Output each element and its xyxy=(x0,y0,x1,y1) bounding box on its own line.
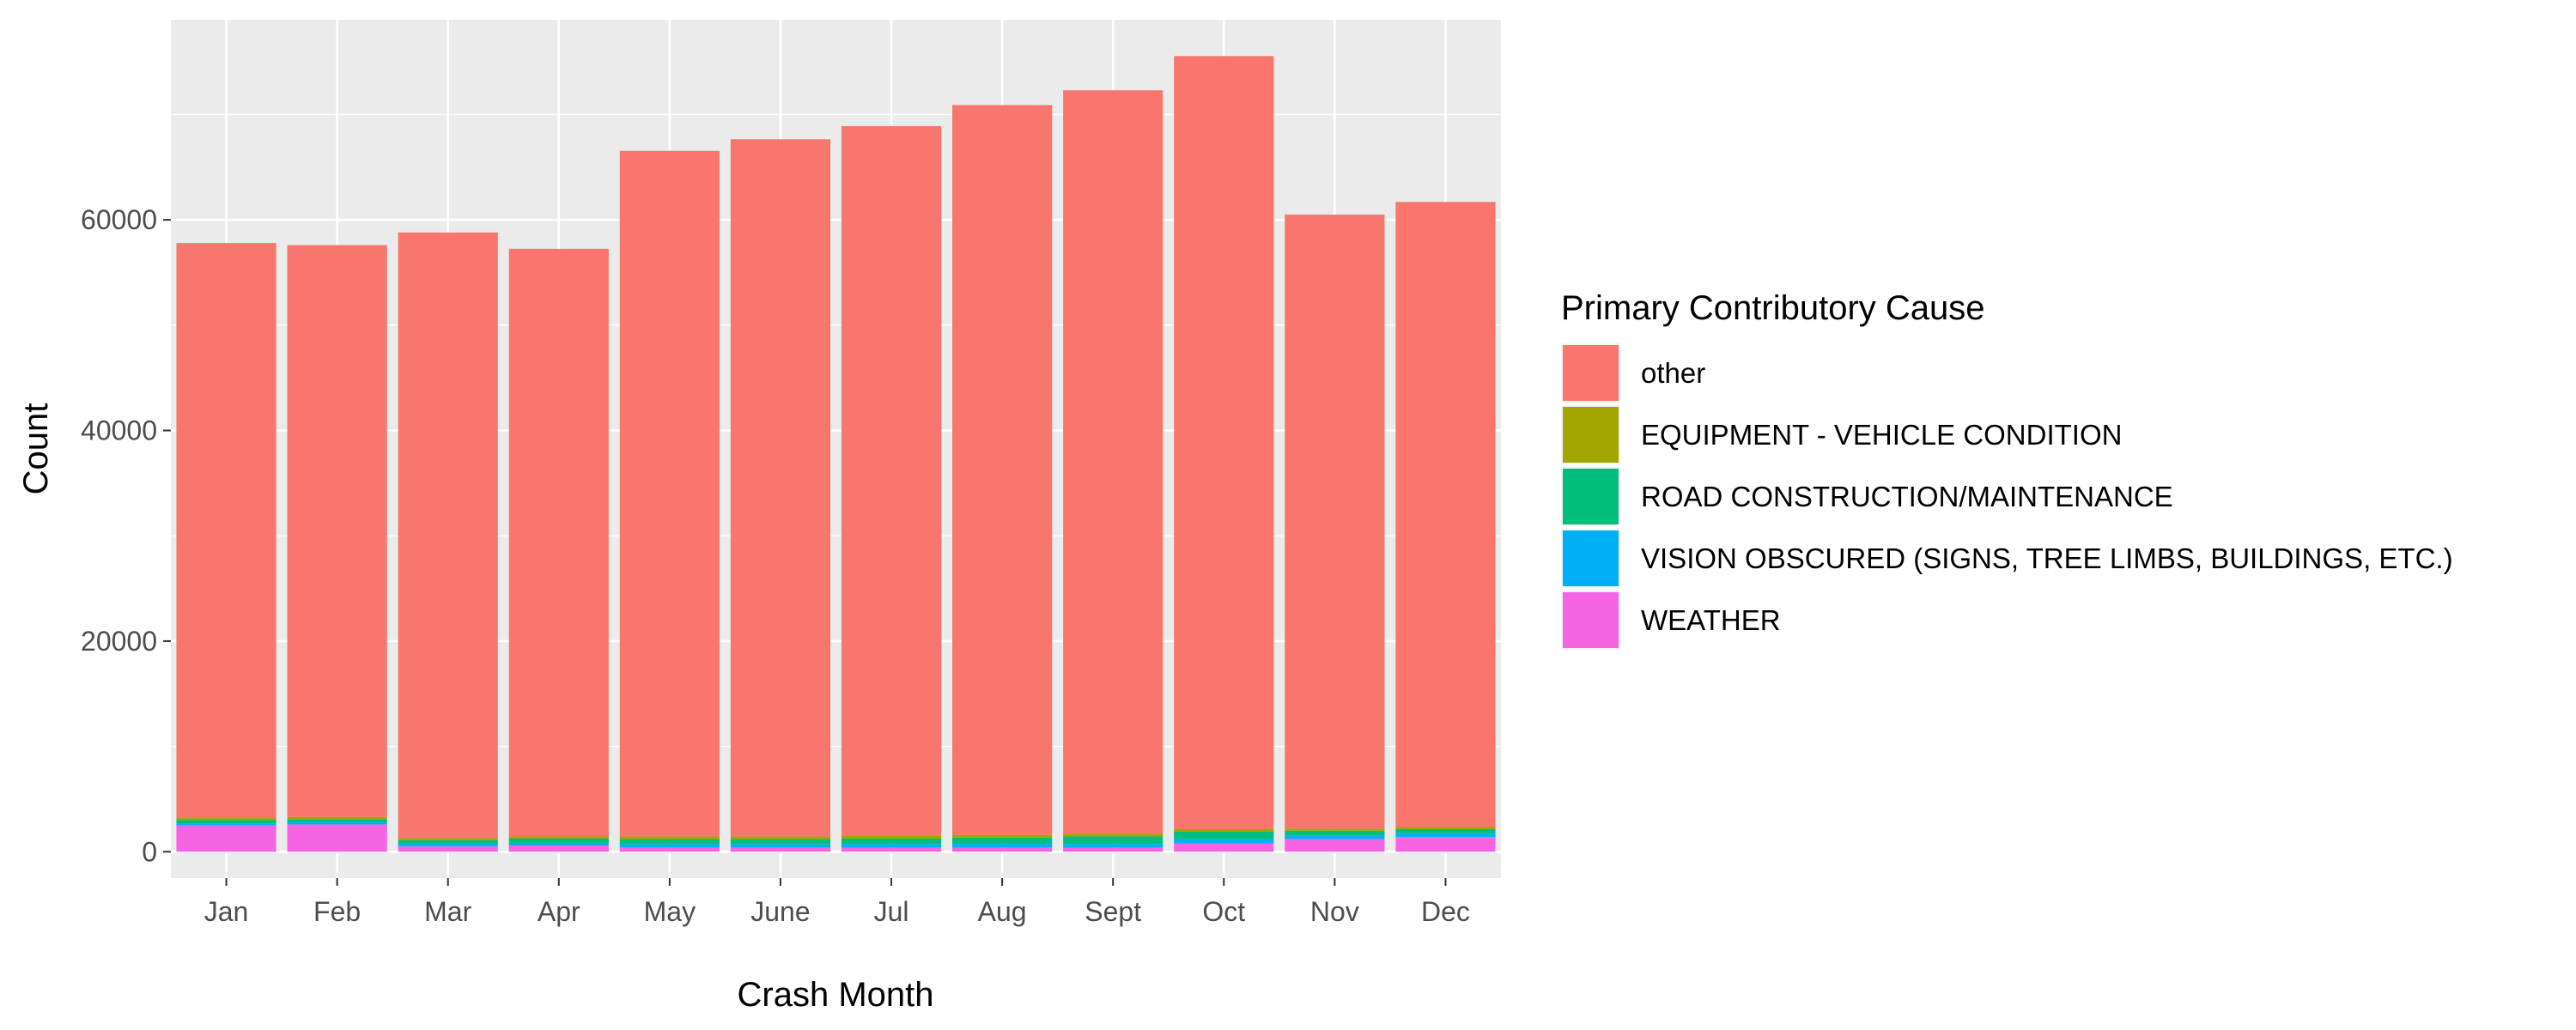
y-tick-label: 60000 xyxy=(81,204,157,235)
bar-segment xyxy=(1395,827,1496,829)
bar-segment xyxy=(1063,847,1163,852)
bar-segment xyxy=(619,839,720,845)
bar-segment xyxy=(730,839,831,845)
bar-segment xyxy=(841,838,942,845)
bar-segment xyxy=(1174,56,1274,829)
bar-segment xyxy=(508,836,609,839)
bar-segment xyxy=(176,825,276,852)
bar-segment xyxy=(398,844,498,847)
bar-segment xyxy=(1285,830,1385,836)
bar-segment xyxy=(287,824,387,852)
plot-panel xyxy=(171,20,1501,878)
legend-label: VISION OBSCURED (SIGNS, TREE LIMBS, BUIL… xyxy=(1641,542,2453,574)
x-tick-label: Sept xyxy=(1084,896,1141,927)
bar-segment xyxy=(619,150,720,837)
x-tick-label: Apr xyxy=(538,896,580,927)
x-tick-label: May xyxy=(644,896,696,927)
bar-segment xyxy=(1395,837,1496,852)
x-tick-label: Aug xyxy=(978,896,1027,927)
bar-segment xyxy=(841,125,942,836)
bar-segment xyxy=(619,836,720,839)
x-tick-label: Dec xyxy=(1421,896,1470,927)
bar-segment xyxy=(176,820,276,824)
bar-segment xyxy=(1174,828,1274,833)
bar-segment xyxy=(1063,844,1163,848)
bar-segment xyxy=(841,847,942,852)
bar-segment xyxy=(508,842,609,845)
bar-segment xyxy=(176,818,276,821)
bars xyxy=(176,56,1496,852)
bar-segment xyxy=(730,836,831,839)
bar-segment xyxy=(287,819,387,822)
bar-segment xyxy=(730,847,831,852)
bar-segment xyxy=(952,105,1053,835)
bar-segment xyxy=(1174,843,1274,852)
bar-segment xyxy=(952,844,1053,848)
bar-segment xyxy=(176,823,276,826)
bar-segment xyxy=(1063,90,1163,834)
x-tick-label: Jul xyxy=(874,896,909,927)
bar-segment xyxy=(730,844,831,848)
bar-segment xyxy=(287,245,387,817)
bar-segment xyxy=(1395,833,1496,838)
x-tick-label: Jan xyxy=(204,896,249,927)
legend-key-swatch xyxy=(1563,345,1619,401)
legend-label: other xyxy=(1641,357,1705,389)
bar-segment xyxy=(176,243,276,819)
bar-segment xyxy=(1174,839,1274,844)
legend-title: Primary Contributory Cause xyxy=(1561,289,1985,327)
bar-segment xyxy=(398,839,498,845)
y-axis-title: Count xyxy=(17,403,55,495)
bar-segment xyxy=(952,834,1053,838)
bar-segment xyxy=(1285,835,1385,839)
bar-segment xyxy=(1285,839,1385,852)
bar-segment xyxy=(841,835,942,839)
bar-segment xyxy=(398,846,498,852)
x-tick-label: Mar xyxy=(424,896,471,927)
y-tick-label: 0 xyxy=(142,836,157,867)
bar-segment xyxy=(952,837,1053,845)
x-tick-label: Oct xyxy=(1202,896,1245,927)
legend-key-swatch xyxy=(1563,407,1619,463)
x-tick-label: Nov xyxy=(1310,896,1359,927)
bar-segment xyxy=(1063,836,1163,845)
legend-label: ROAD CONSTRUCTION/MAINTENANCE xyxy=(1641,481,2173,512)
bar-segment xyxy=(508,838,609,843)
legend-label: WEATHER xyxy=(1641,604,1781,636)
bar-segment xyxy=(1063,833,1163,837)
y-tick-label: 40000 xyxy=(81,415,157,446)
y-tick-label: 20000 xyxy=(81,626,157,657)
bar-segment xyxy=(398,232,498,839)
bar-segment xyxy=(398,838,498,840)
bar-segment xyxy=(841,844,942,848)
bar-segment xyxy=(287,821,387,825)
bar-segment xyxy=(508,845,609,852)
bar-segment xyxy=(287,816,387,820)
bar-segment xyxy=(952,847,1053,852)
legend-key-swatch xyxy=(1563,469,1619,524)
legend: Primary Contributory Cause other EQUIPMEN… xyxy=(1561,289,2453,650)
legend-key-swatch xyxy=(1563,592,1619,648)
bar-segment xyxy=(1285,828,1385,831)
bar-segment xyxy=(619,844,720,848)
x-tick-label: June xyxy=(750,896,810,927)
bar-segment xyxy=(1285,214,1385,829)
bar-segment xyxy=(1395,828,1496,833)
bar-segment xyxy=(508,248,609,837)
bar-segment xyxy=(730,139,831,837)
legend-key-swatch xyxy=(1563,530,1619,586)
x-tick-label: Feb xyxy=(313,896,361,927)
bar-segment xyxy=(1174,832,1274,839)
x-axis-title: Crash Month xyxy=(738,976,934,1014)
axes: 0 20000 40000 60000 Jan Feb Mar Apr May June Jul Au… xyxy=(81,204,1470,927)
legend-label: EQUIPMENT - VEHICLE CONDITION xyxy=(1641,419,2122,451)
bar-segment xyxy=(1395,202,1496,827)
bar-segment xyxy=(619,847,720,852)
